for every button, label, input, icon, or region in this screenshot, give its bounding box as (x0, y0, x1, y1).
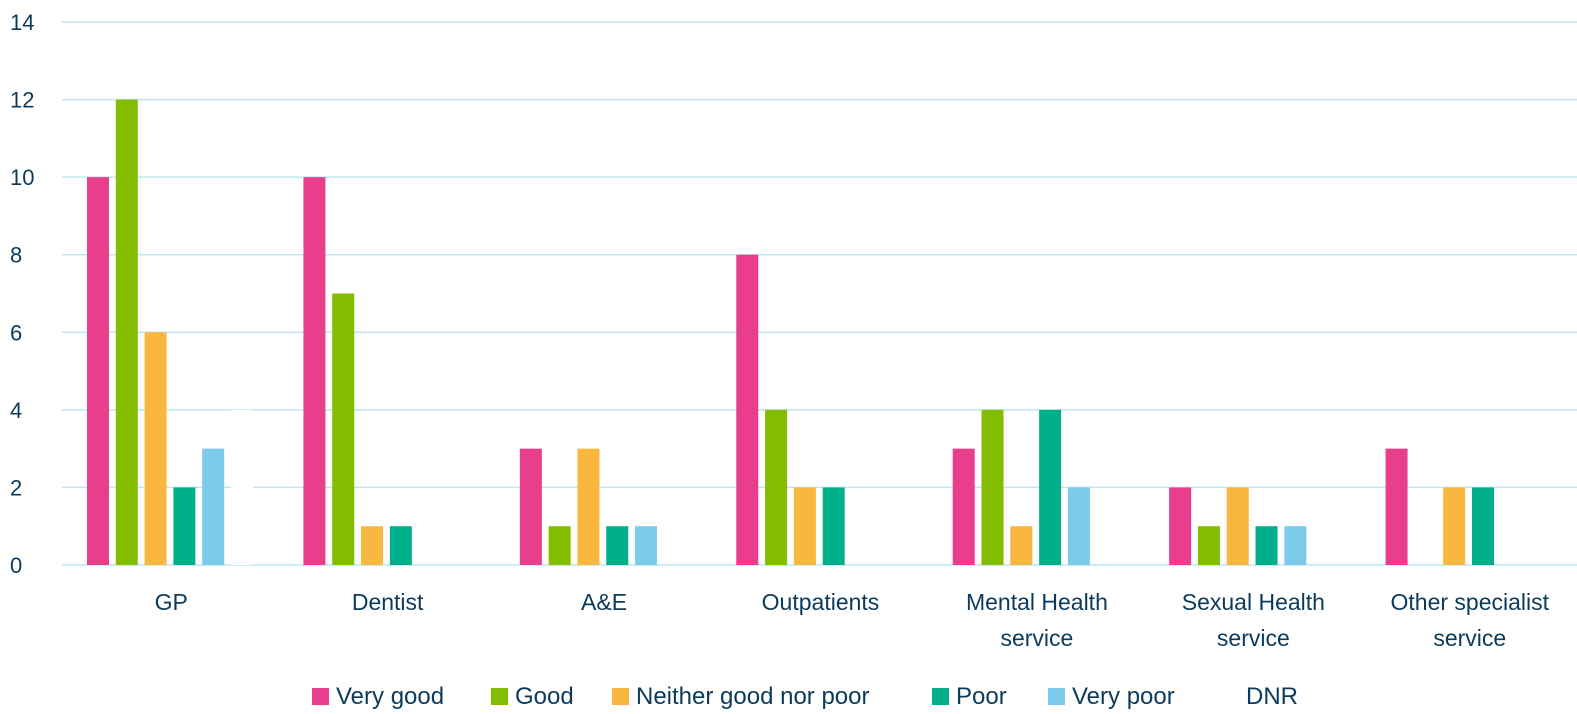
bar-very-good-2 (519, 448, 542, 565)
bar-very-good-1 (303, 177, 326, 565)
legend-swatch (612, 688, 629, 705)
y-axis-ticks: 0 2 4 6 8 10 12 14 (10, 10, 34, 578)
x-category-label: service (1000, 625, 1073, 651)
legend-swatch (312, 688, 329, 705)
bar-good-3 (765, 409, 788, 565)
bar-good-0 (115, 99, 138, 566)
bar-good-4 (981, 409, 1004, 565)
legend-label: Poor (956, 683, 1007, 710)
y-tick-label: 0 (10, 553, 22, 578)
legend: Very good Good Neither good nor poor Poor Ve… (312, 683, 1298, 710)
bar-neither-good-nor-poor-5 (1226, 487, 1249, 565)
y-tick-label: 12 (10, 88, 34, 113)
x-category-label: service (1217, 625, 1290, 651)
x-category-label: Mental Health (966, 589, 1108, 615)
bar-very-good-6 (1385, 448, 1408, 565)
x-category-label: Dentist (352, 589, 424, 615)
y-tick-label: 2 (10, 475, 22, 500)
bar-neither-good-nor-poor-6 (1443, 487, 1466, 565)
bar-good-5 (1197, 526, 1220, 565)
legend-swatch (491, 688, 508, 705)
bar-very-good-0 (87, 177, 109, 565)
x-category-label: Other specialist (1391, 589, 1550, 615)
y-tick-label: 6 (10, 320, 22, 345)
bar-very-good-3 (736, 254, 759, 565)
x-axis-categories: GP Dentist A&E Outpatients Mental Health serv… (155, 589, 1550, 651)
bars (87, 99, 1494, 566)
legend-label: Very poor (1072, 683, 1175, 710)
bar-neither-good-nor-poor-1 (361, 526, 384, 565)
legend-label: DNR (1246, 683, 1298, 710)
legend-swatch (932, 688, 949, 705)
legend-label: Neither good nor poor (636, 683, 869, 710)
x-category-label: Sexual Health (1182, 589, 1325, 615)
legend-label: Very good (336, 683, 444, 710)
bar-poor-0 (173, 487, 196, 565)
bar-poor-1 (389, 526, 412, 565)
bar-poor-2 (606, 526, 629, 565)
bar-good-2 (548, 526, 571, 565)
bar-very-poor-5 (1284, 526, 1307, 565)
bar-very-poor-4 (1067, 487, 1090, 565)
y-tick-label: 4 (10, 398, 22, 423)
y-tick-label: 14 (10, 10, 34, 35)
bar-dnr-0 (231, 409, 253, 565)
bar-very-good-4 (952, 448, 975, 565)
legend-swatch (1048, 688, 1065, 705)
bar-poor-3 (822, 487, 845, 565)
bar-very-good-5 (1169, 487, 1192, 565)
y-tick-label: 10 (10, 165, 34, 190)
bar-poor-4 (1039, 409, 1062, 565)
bar-neither-good-nor-poor-0 (144, 332, 167, 565)
bar-very-poor-0 (202, 448, 225, 565)
y-tick-label: 8 (10, 243, 22, 268)
x-category-label: A&E (581, 589, 627, 615)
bar-neither-good-nor-poor-4 (1010, 526, 1033, 565)
legend-label: Good (515, 683, 574, 710)
x-category-label: Outpatients (762, 589, 880, 615)
gridlines (62, 21, 1577, 566)
bar-poor-5 (1255, 526, 1278, 565)
bar-very-poor-2 (635, 526, 658, 565)
bar-good-1 (332, 293, 355, 565)
bar-neither-good-nor-poor-3 (793, 487, 816, 565)
bar-neither-good-nor-poor-2 (577, 448, 600, 565)
x-category-label: service (1433, 625, 1506, 651)
x-category-label: GP (155, 589, 188, 615)
bar-poor-6 (1471, 487, 1494, 565)
